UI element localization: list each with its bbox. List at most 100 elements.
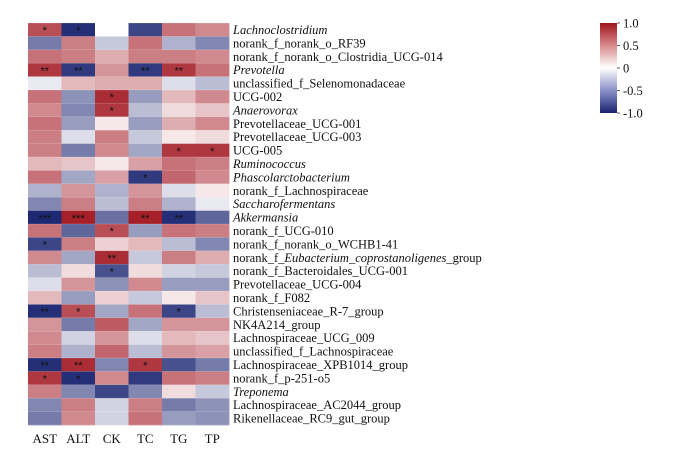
heatmap-cell [128,317,163,332]
heatmap-cell [95,411,129,426]
colorbar-tick-label: 0.5 [623,39,639,53]
column-label: ALT [66,431,90,446]
heatmap-cell [95,157,129,171]
heatmap-cell [195,197,230,211]
colorbar: 1.0 0.5 0 -0.5 -1.0 [600,16,643,120]
significance-star: ** [107,253,116,265]
row-label: Saccharofermentans [233,197,335,211]
row-label: norank_f_F082 [233,291,310,305]
heatmap-cell [128,183,163,198]
heatmap-cell [162,277,196,292]
row-label: UCG-002 [233,90,282,104]
colorbar-gradient [600,23,617,113]
heatmap-cell [61,90,96,104]
heatmap-cell [162,90,196,104]
heatmap-cell [95,23,129,37]
row-labels: Lachnoclostridiumnorank_f_norank_o_RF39n… [232,23,482,426]
significance-star: ** [174,65,183,77]
heatmap-cell [95,197,129,211]
heatmap-cell [162,344,196,359]
heatmap-cell [28,157,62,171]
heatmap-cell [128,291,163,305]
heatmap-cell [128,264,163,278]
heatmap-cell [61,317,96,332]
heatmap-cell [61,384,96,399]
heatmap-cell [28,170,62,185]
heatmap-cell [162,210,196,225]
significance-star: * [210,146,215,158]
heatmap-cell [128,170,163,185]
row-label: UCG-005 [233,144,282,158]
significance-star: ** [40,307,49,319]
heatmap-cell [28,358,62,372]
heatmap-cell [28,116,62,131]
heatmap-cell [61,130,96,144]
heatmap-cell [28,344,62,359]
heatmap-cell [95,344,129,359]
heatmap-cell [162,264,196,278]
row-label: Lachnospiraceae_AC2044_group [233,398,401,412]
colorbar-tick-label: 0 [623,61,629,75]
heatmap-cell [95,130,129,144]
heatmap-cell [162,371,196,386]
heatmap-cell [95,277,129,292]
heatmap-cell [128,331,163,345]
heatmap-cell [162,63,196,77]
heatmap-cell [28,384,62,399]
heatmap-cell [61,210,96,225]
heatmap-cell [95,384,129,399]
row-label: Prevotella [232,63,285,77]
column-label: CK [103,431,122,446]
row-label: Ruminococcus [232,157,306,171]
heatmap-cell [61,143,96,158]
heatmap-cell [162,411,196,426]
heatmap-cell [195,304,230,319]
heatmap-cell [28,210,62,225]
significance-star: * [76,374,81,386]
heatmap-cell [128,103,163,118]
significance-star: *** [72,213,86,225]
heatmap-cell [61,76,96,91]
heatmap-cell [162,224,196,238]
row-label: norank_f_norank_o_WCHB1-41 [233,237,398,251]
heatmap-cell [128,358,163,372]
column-label: AST [32,431,57,446]
heatmap-cell [95,371,129,386]
heatmap-cell [128,250,163,265]
heatmap-cell [128,384,163,399]
heatmap-cell [61,250,96,265]
heatmap-cell [128,277,163,292]
heatmap-cell [28,224,62,238]
heatmap-cell [195,237,230,252]
heatmap-cell [61,344,96,359]
significance-star: * [76,307,81,319]
heatmap-cell [162,76,196,91]
heatmap-cell [28,291,62,305]
heatmap-cell [195,331,230,345]
heatmap-cell [162,183,196,198]
heatmap-cell [195,49,230,64]
row-label: Anaerovorax [232,103,298,117]
heatmap-cell [128,371,163,386]
heatmap-cell [28,183,62,198]
heatmap-cell [28,143,62,158]
heatmap-cell [61,23,96,37]
heatmap-cell [28,237,62,252]
heatmap-cell [195,103,230,118]
heatmap-cell [162,250,196,265]
heatmap-cell [162,331,196,345]
heatmap-cell [128,304,163,319]
heatmap-cell [95,358,129,372]
heatmap-cell [128,224,163,238]
significance-star: * [110,226,115,238]
row-label: norank_f_Bacteroidales_UCG-001 [233,264,408,278]
heatmap-cell [61,291,96,305]
heatmap-cell [128,116,163,131]
heatmap-cell [195,36,230,51]
heatmap-cell [28,63,62,77]
row-label: Akkermansia [232,211,298,225]
heatmap-cell [195,157,230,171]
heatmap-cell [95,250,129,265]
heatmap-cell [28,103,62,118]
